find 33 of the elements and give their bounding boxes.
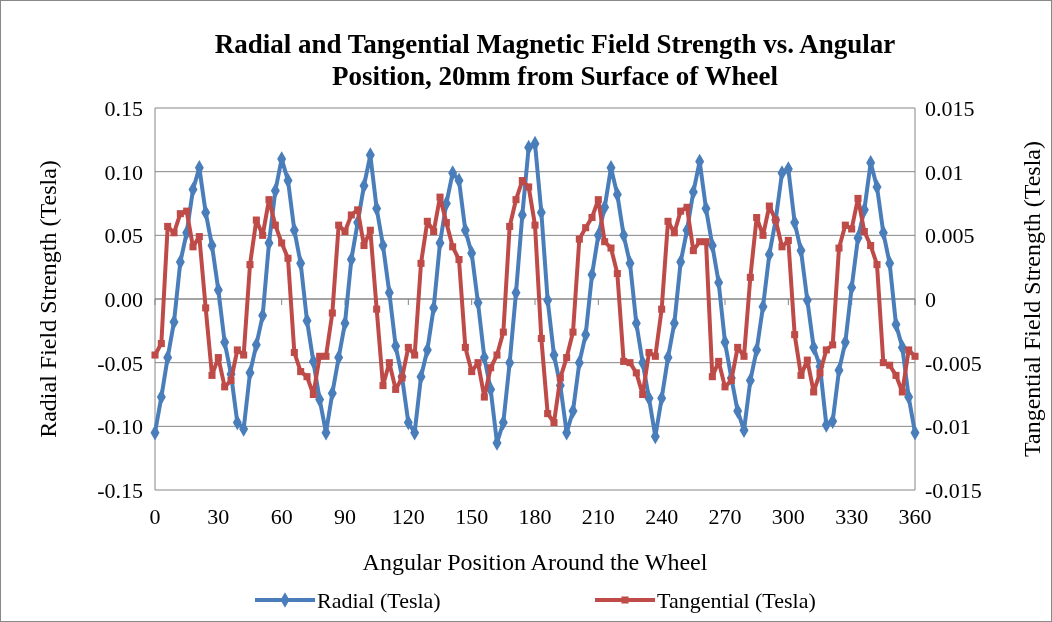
y2-axis-title: Tangential Field Strength (Tesla) [1019, 141, 1045, 457]
y-tick-label: 0.05 [104, 223, 143, 249]
y-tick-label: 0.00 [104, 287, 143, 312]
x-tick-label: 300 [771, 504, 805, 529]
x-tick-label: 120 [391, 504, 425, 529]
y-tick-label: 0.15 [104, 96, 143, 121]
x-tick-label: 240 [645, 504, 679, 529]
x-axis-title: Angular Position Around the Wheel [362, 549, 708, 575]
x-tick-label: 270 [708, 504, 742, 529]
x-tick-label: 0 [149, 504, 161, 529]
x-tick-label: 30 [207, 504, 230, 529]
y2-tick-label: 0.015 [925, 96, 975, 121]
x-tick-label: 330 [835, 504, 869, 529]
y-tick-label: -0.10 [97, 414, 143, 440]
y2-tick-label: 0.005 [925, 223, 975, 249]
x-tick-label: 90 [334, 504, 356, 529]
y-tick-label: -0.05 [97, 350, 143, 376]
y2-tick-label: 0.01 [925, 159, 964, 185]
y2-tick-label: -0.01 [925, 414, 971, 440]
y2-tick-label: 0 [925, 287, 936, 312]
y-tick-label: 0.10 [104, 159, 143, 185]
y2-tick-label: -0.015 [925, 478, 982, 503]
y2-tick-label: -0.005 [925, 350, 982, 376]
y-axis-title: Radial Field Strength (Tesla) [35, 160, 61, 438]
x-tick-label: 210 [581, 504, 615, 529]
x-tick-label: 150 [455, 504, 489, 529]
y-tick-label: -0.15 [97, 478, 143, 503]
chart-title: Radial and Tangential Magnetic Field Strength vs. Angular Position, 20mm from Surface of Wheel [214, 29, 896, 91]
legend-label: Radial (Tesla) [317, 588, 441, 613]
x-tick-label: 60 [270, 504, 293, 529]
x-tick-label: 180 [518, 504, 552, 529]
legend-label: Tangential (Tesla) [657, 588, 816, 613]
x-tick-label: 360 [898, 504, 932, 529]
